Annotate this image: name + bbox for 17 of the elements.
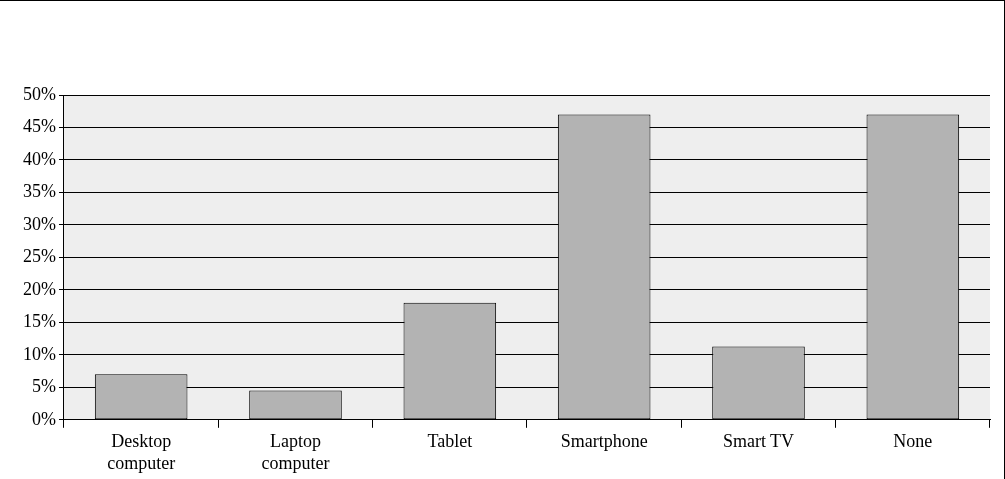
x-tick-label: Smartphone xyxy=(560,431,648,452)
y-tick-label: 0% xyxy=(31,408,56,429)
x-tick-label: Laptop computer xyxy=(261,431,330,473)
y-tick-label: 10% xyxy=(22,343,56,364)
y-tick-label: 25% xyxy=(22,246,56,267)
x-tick-label: None xyxy=(893,431,933,452)
y-tick-label: 45% xyxy=(22,116,56,137)
y-tick-label: 5% xyxy=(31,376,56,397)
y-tick-label: 40% xyxy=(22,148,56,169)
y-tick-label: 50% xyxy=(22,83,56,104)
y-tick-label: 15% xyxy=(22,311,56,332)
x-tick-label: Tablet xyxy=(427,431,473,452)
y-tick-label: 35% xyxy=(22,181,56,202)
x-tick-label: Desktop computer xyxy=(107,431,176,473)
x-tick-label: Smart TV xyxy=(722,431,795,452)
y-tick-label: 30% xyxy=(22,213,56,234)
y-tick-label: 20% xyxy=(22,278,56,299)
